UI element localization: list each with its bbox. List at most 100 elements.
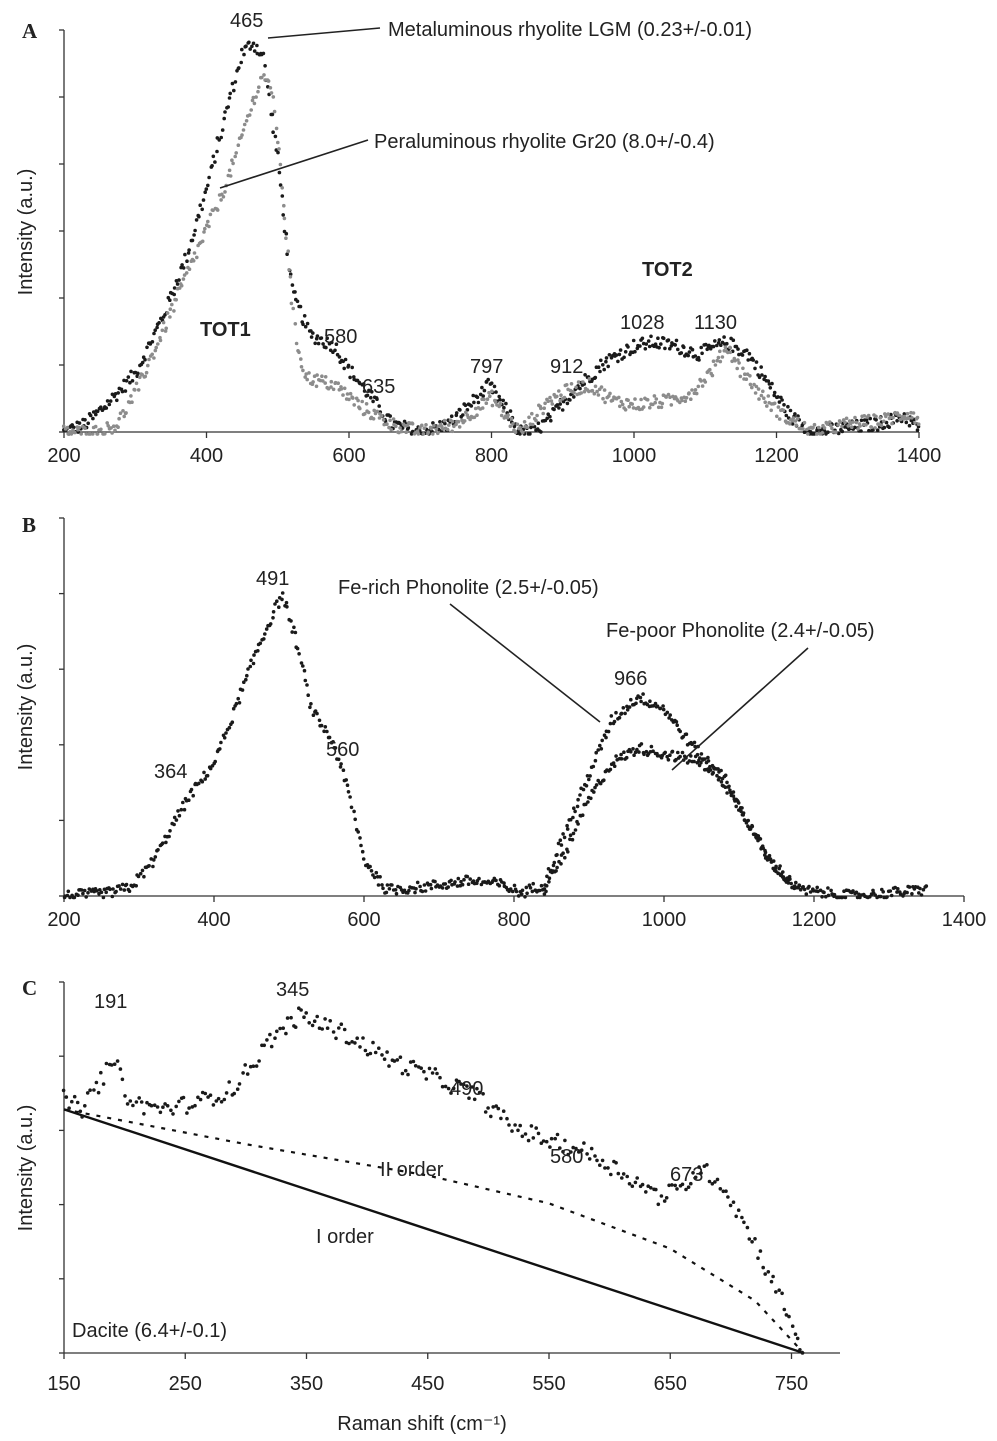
data-point <box>684 1187 688 1192</box>
data-point <box>633 397 637 401</box>
data-point <box>255 43 259 48</box>
data-point <box>486 1106 490 1110</box>
data-point <box>736 1208 741 1212</box>
data-point <box>233 80 238 84</box>
data-point <box>366 410 371 415</box>
data-point <box>659 342 663 346</box>
data-point <box>545 874 549 879</box>
data-point <box>790 418 795 423</box>
data-point <box>317 718 322 723</box>
data-point <box>214 1099 219 1103</box>
data-point <box>385 883 390 887</box>
data-point <box>71 425 76 430</box>
data-point <box>562 835 567 840</box>
data-point <box>726 785 731 789</box>
data-point <box>356 830 361 834</box>
data-point <box>570 837 575 842</box>
data-point <box>113 428 117 433</box>
data-point <box>617 715 622 720</box>
data-point <box>598 369 602 374</box>
data-point <box>88 1088 92 1092</box>
data-point <box>459 1082 463 1086</box>
data-point <box>200 239 205 244</box>
data-point <box>786 404 790 409</box>
data-point <box>116 425 120 430</box>
data-point <box>733 358 737 363</box>
data-point <box>716 767 720 771</box>
data-point <box>524 885 529 890</box>
data-point <box>759 393 764 398</box>
data-point <box>393 888 398 892</box>
data-point <box>649 334 653 339</box>
data-point <box>620 402 625 407</box>
data-point <box>152 1103 157 1107</box>
data-point <box>382 1057 387 1061</box>
data-point <box>525 891 529 896</box>
data-point <box>558 398 562 403</box>
series-peraluminous-1 <box>61 73 921 436</box>
data-point <box>345 392 350 396</box>
data-point <box>319 336 324 340</box>
data-point <box>228 174 233 178</box>
data-point <box>177 278 181 282</box>
data-point <box>247 40 251 45</box>
data-point <box>734 804 738 809</box>
data-point <box>230 81 235 86</box>
data-point <box>592 790 596 794</box>
data-point <box>460 882 465 887</box>
data-point <box>601 396 605 401</box>
data-point <box>473 406 478 411</box>
data-point <box>788 408 793 413</box>
data-point <box>627 1182 632 1186</box>
data-point <box>268 86 273 90</box>
data-point <box>477 876 481 881</box>
data-point <box>363 412 367 416</box>
data-point <box>868 894 872 899</box>
data-point <box>244 119 249 123</box>
data-point <box>518 432 522 436</box>
data-point <box>207 175 211 180</box>
data-point <box>486 377 491 382</box>
data-point <box>794 880 798 885</box>
data-point <box>133 388 137 392</box>
data-point <box>334 1036 338 1041</box>
panel-c-y-ticks <box>59 981 64 1354</box>
data-point <box>400 1071 405 1076</box>
data-point <box>239 60 243 65</box>
data-point <box>315 1014 320 1019</box>
data-point <box>380 883 384 887</box>
panel-c-axes: 150 250 350 450 550 650 750 <box>47 981 840 1395</box>
data-point <box>684 732 689 736</box>
data-point <box>606 1166 610 1170</box>
data-point <box>114 889 118 894</box>
data-point <box>369 395 373 400</box>
data-point <box>342 366 347 371</box>
data-point <box>78 1109 83 1114</box>
data-point <box>465 1084 469 1088</box>
data-point <box>120 882 125 887</box>
data-point <box>433 1067 438 1071</box>
data-point <box>105 421 109 425</box>
data-point <box>164 840 168 845</box>
data-point <box>142 1112 146 1116</box>
data-point <box>546 399 550 404</box>
data-point <box>118 1067 123 1071</box>
data-point <box>134 381 139 386</box>
data-point <box>254 95 258 99</box>
leader-fe-rich <box>449 603 601 723</box>
data-point <box>456 876 461 881</box>
data-point <box>339 1022 344 1026</box>
data-point <box>648 750 653 754</box>
data-point <box>215 149 219 154</box>
data-point <box>896 887 900 891</box>
data-point <box>555 1132 560 1137</box>
data-point <box>475 395 480 400</box>
data-point <box>187 267 192 272</box>
data-point <box>346 790 351 794</box>
data-point <box>800 1351 805 1355</box>
data-point <box>266 79 271 83</box>
data-point <box>227 725 232 730</box>
data-point <box>744 821 749 825</box>
data-point <box>612 719 617 724</box>
i-order-line <box>63 1108 805 1355</box>
